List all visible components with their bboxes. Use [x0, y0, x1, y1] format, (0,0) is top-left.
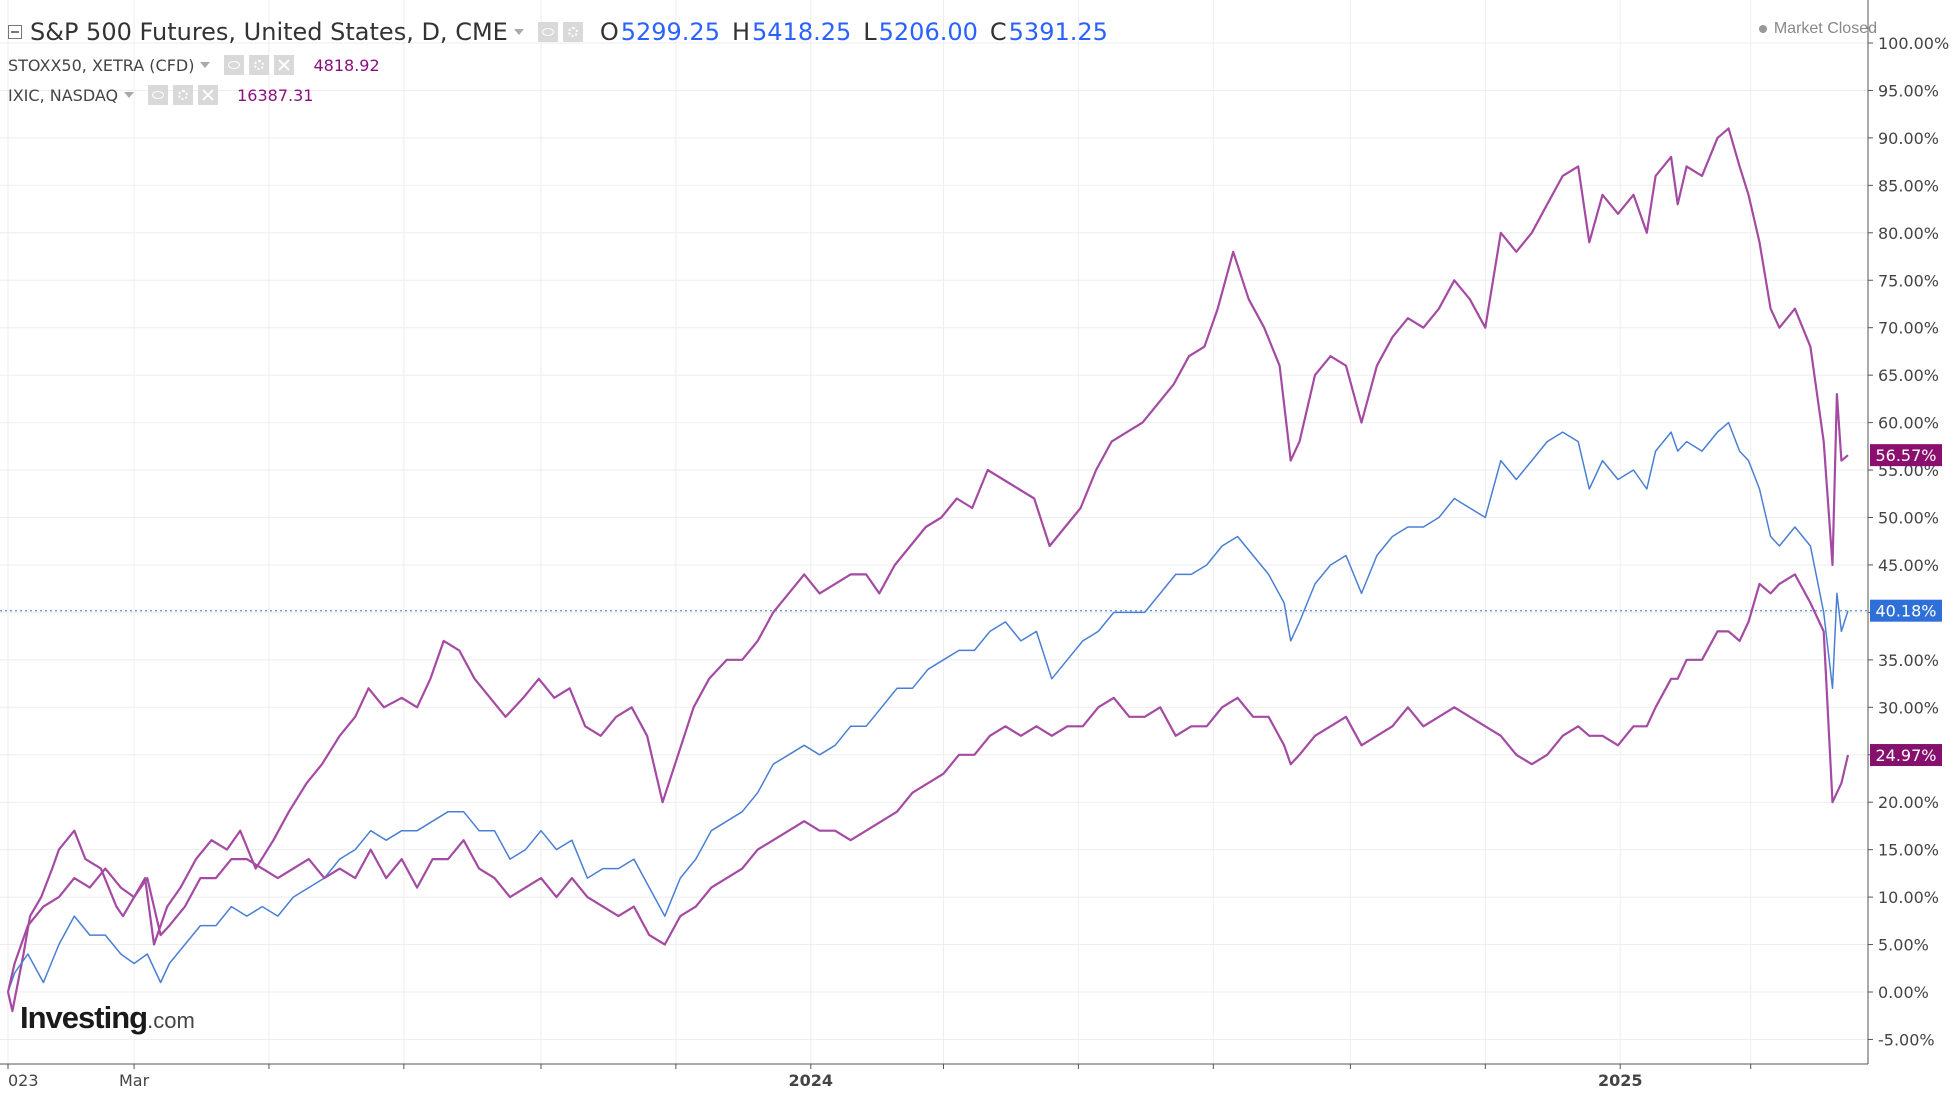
high-label: H — [731, 18, 751, 46]
y-tick-label: 35.00% — [1878, 651, 1939, 670]
value-badge-label-nasdaq: 56.57% — [1875, 446, 1936, 465]
ixic-price: 16387.31 — [237, 85, 314, 105]
ixic-title[interactable]: IXIC, NASDAQ — [8, 85, 119, 105]
high-value: 5418.25 — [752, 18, 852, 46]
legend-main-row: S&P 500 Futures, United States, D, CME O… — [8, 14, 1108, 50]
market-status: Market Closed — [1758, 20, 1877, 38]
low-value: 5206.00 — [878, 18, 978, 46]
collapse-icon[interactable] — [8, 25, 22, 39]
y-tick-label: 70.00% — [1878, 319, 1939, 338]
x-tick-label: 2024 — [789, 1071, 834, 1090]
main-series-title[interactable]: S&P 500 Futures, United States, D, CME — [30, 18, 508, 46]
eye-icon[interactable] — [224, 55, 245, 75]
value-badge-label-stoxx: 24.97% — [1875, 746, 1936, 765]
gear-icon[interactable] — [249, 55, 270, 75]
value-badge-sp500 — [1870, 599, 1942, 622]
x-tick-label: 2025 — [1598, 1071, 1643, 1090]
series-line-nasdaq[interactable] — [6, 127, 1849, 1013]
market-status-text: Market Closed — [1773, 20, 1877, 37]
logo-suffix: .com — [147, 1008, 195, 1033]
y-tick-label: 50.00% — [1878, 509, 1939, 528]
value-badge-stoxx — [1870, 744, 1942, 767]
legend-row-ixic: IXIC, NASDAQ 16387.31 — [8, 80, 1108, 110]
gear-icon[interactable] — [562, 22, 583, 42]
y-tick-label: -5.00% — [1878, 1030, 1935, 1049]
y-tick-label: 15.00% — [1878, 841, 1939, 860]
close-label: C — [989, 18, 1007, 46]
close-icon[interactable] — [198, 85, 219, 105]
y-tick-label: 75.00% — [1878, 271, 1939, 290]
series-line-sp500[interactable] — [7, 421, 1849, 993]
investing-logo: Investing.com — [20, 1000, 195, 1036]
y-tick-label: 5.00% — [1878, 936, 1929, 955]
y-tick-label: 10.00% — [1878, 888, 1939, 907]
y-tick-label: 0.00% — [1878, 983, 1929, 1002]
x-tick-label: Mar — [119, 1071, 150, 1090]
y-tick-label: 80.00% — [1878, 224, 1939, 243]
low-label: L — [863, 18, 877, 46]
logo-text: Investing — [20, 1000, 148, 1035]
stoxx50-price: 4818.92 — [313, 55, 380, 75]
stoxx50-title[interactable]: STOXX50, XETRA (CFD) — [8, 55, 195, 75]
y-tick-label: 95.00% — [1878, 81, 1939, 100]
y-tick-label: 60.00% — [1878, 414, 1939, 433]
y-tick-label: 90.00% — [1878, 129, 1939, 148]
y-tick-label: 85.00% — [1878, 176, 1939, 195]
open-label: O — [599, 18, 619, 46]
eye-icon[interactable] — [148, 85, 169, 105]
legend-row-stoxx50: STOXX50, XETRA (CFD) 4818.92 — [8, 50, 1108, 80]
legend: S&P 500 Futures, United States, D, CME O… — [8, 14, 1108, 110]
x-tick-label: 023 — [8, 1071, 39, 1090]
eye-icon[interactable] — [537, 22, 558, 42]
status-dot-icon — [1758, 25, 1767, 33]
value-badge-label-sp500: 40.18% — [1875, 602, 1936, 621]
value-badge-nasdaq — [1870, 444, 1942, 467]
series-line-stoxx[interactable] — [6, 573, 1850, 993]
chevron-down-icon[interactable] — [124, 92, 135, 98]
y-tick-label: 100.00% — [1878, 34, 1949, 53]
close-icon[interactable] — [274, 55, 295, 75]
gear-icon[interactable] — [173, 85, 194, 105]
y-tick-label: 65.00% — [1878, 366, 1939, 385]
close-value: 5391.25 — [1008, 18, 1108, 46]
y-tick-label: 20.00% — [1878, 793, 1939, 812]
chevron-down-icon[interactable] — [513, 29, 524, 35]
y-tick-label: 30.00% — [1878, 698, 1939, 717]
chevron-down-icon[interactable] — [200, 62, 211, 68]
open-value: 5299.25 — [620, 18, 720, 46]
y-tick-label: 45.00% — [1878, 556, 1939, 575]
